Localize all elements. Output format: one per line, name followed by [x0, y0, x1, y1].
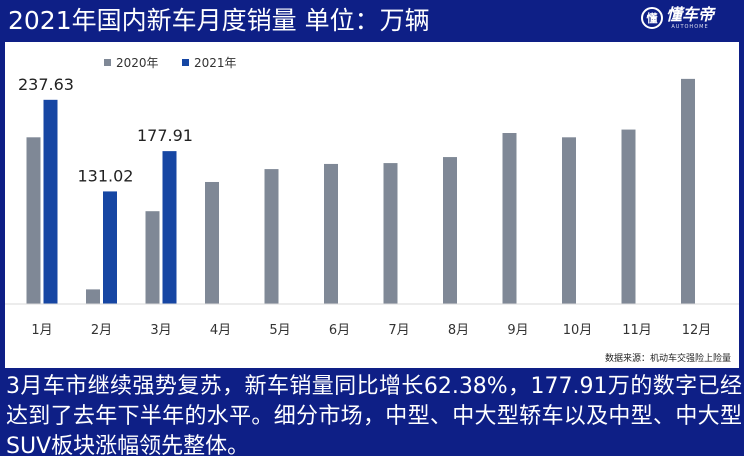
x-tick-label: 7月 [388, 323, 409, 338]
x-tick-label: 3月 [150, 323, 171, 338]
bar-2020-7 [383, 163, 398, 304]
x-tick-label: 6月 [329, 323, 350, 338]
data-label: 131.02 [78, 166, 134, 185]
bar-2020-8 [443, 157, 457, 304]
chart-panel: 2020年 2021年 1月 2月 3月 4月 5月 6月 7月 8月 9月 10月 11月 12月 2… [5, 42, 739, 368]
bar-chart: 2020年 2021年 1月 2月 3月 4月 5月 6月 7月 8月 9月 10月 11月 12月 2… [5, 56, 739, 338]
legend-label: 2020年 [116, 56, 159, 70]
x-tick-labels: 1月 2月 3月 4月 5月 6月 7月 8月 9月 10月 11月 12月 [31, 323, 711, 338]
bars-layer [26, 78, 695, 304]
logo: 懂 懂车帝 AUTOHOME [640, 5, 714, 30]
x-tick-label: 1月 [31, 323, 52, 338]
legend-swatch [182, 59, 189, 66]
bar-2020-5 [264, 169, 279, 304]
bar-2020-4 [205, 181, 219, 304]
bar-2021-2 [103, 191, 117, 304]
bar-2021-1 [43, 99, 58, 304]
x-tick-label: 4月 [210, 323, 231, 338]
data-label: 237.63 [18, 75, 74, 94]
logo-subtext: AUTOHOME [671, 24, 709, 30]
bar-2020-2 [86, 289, 100, 304]
page-title: 2021年国内新车月度销量 单位：万辆 [8, 6, 430, 35]
bar-2020-10 [562, 137, 576, 304]
legend-swatch [104, 59, 111, 66]
bar-2020-12 [681, 78, 695, 304]
bar-2020-1 [26, 137, 41, 304]
x-tick-label: 8月 [448, 323, 469, 338]
chart-source-note: 数据来源：机动车交强险上险量 [604, 354, 731, 364]
x-tick-label: 9月 [507, 323, 528, 338]
x-tick-label: 10月 [563, 323, 593, 338]
logo-icon: 懂 [640, 7, 663, 29]
bar-2021-3 [162, 151, 177, 304]
logo-text: 懂车帝 [665, 5, 714, 24]
x-tick-label: 5月 [269, 323, 290, 338]
bar-2020-6 [324, 163, 338, 304]
x-tick-label: 12月 [682, 323, 712, 338]
caption-text: 3月车市继续强势复苏，新车销量同比增长62.38%，177.91万的数字已经达到… [6, 374, 742, 456]
x-tick-label: 2月 [91, 323, 112, 338]
bar-2020-9 [502, 133, 517, 304]
x-tick-label: 11月 [622, 323, 652, 338]
chart-legend: 2020年 2021年 [104, 56, 237, 70]
legend-label: 2021年 [194, 56, 237, 70]
bar-2020-11 [621, 129, 636, 304]
bar-2020-3 [145, 211, 160, 304]
data-label: 177.91 [137, 126, 193, 145]
data-labels: 237.63 131.02 177.91 [18, 75, 193, 186]
